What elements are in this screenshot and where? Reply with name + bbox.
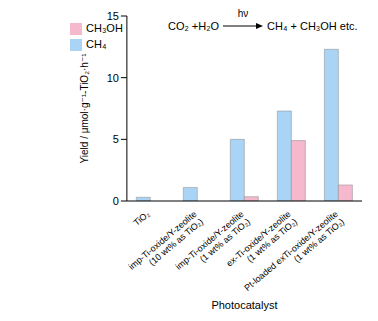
svg-text:Photocatalyst: Photocatalyst xyxy=(211,299,277,311)
html-text:CH₄ + CH₃OH etc.: CH₄ + CH₃OH etc. xyxy=(267,20,358,32)
svg-text:10: 10 xyxy=(107,72,119,84)
html-text:CH₃OH: CH₃OH xyxy=(86,22,123,34)
svg-text:ex-Ti-oxide/Y-zeolite(1 wt% as: ex-Ti-oxide/Y-zeolite(1 wt% as TiO₂) xyxy=(224,209,299,276)
svg-text:5: 5 xyxy=(113,133,119,145)
svg-text:imp-Ti-oxide/Y-zeolite(10 wt%: imp-Ti-oxide/Y-zeolite(10 wt% as TiO₂) xyxy=(126,209,205,280)
svg-text:Yield / μmol·g⁻¹-TiO₂·h⁻¹: Yield / μmol·g⁻¹-TiO₂·h⁻¹ xyxy=(79,53,90,164)
svg-text:Pt-loaded exTi-oxide/Y-zeolite: Pt-loaded exTi-oxide/Y-zeolite(1 wt% as … xyxy=(242,209,346,301)
svg-text:imp-Ti-oxide/Y-zeolite(1 wt% a: imp-Ti-oxide/Y-zeolite(1 wt% as TiO₂) xyxy=(174,209,253,280)
svg-text:TiO₂: TiO₂ xyxy=(132,209,152,228)
html-text:CO₂ +H₂O: CO₂ +H₂O xyxy=(168,20,219,32)
svg-text:15: 15 xyxy=(107,10,119,22)
html-text:CH₄: CH₄ xyxy=(86,38,107,50)
html-text:hν: hν xyxy=(237,8,249,19)
svg-text:0: 0 xyxy=(113,195,119,207)
